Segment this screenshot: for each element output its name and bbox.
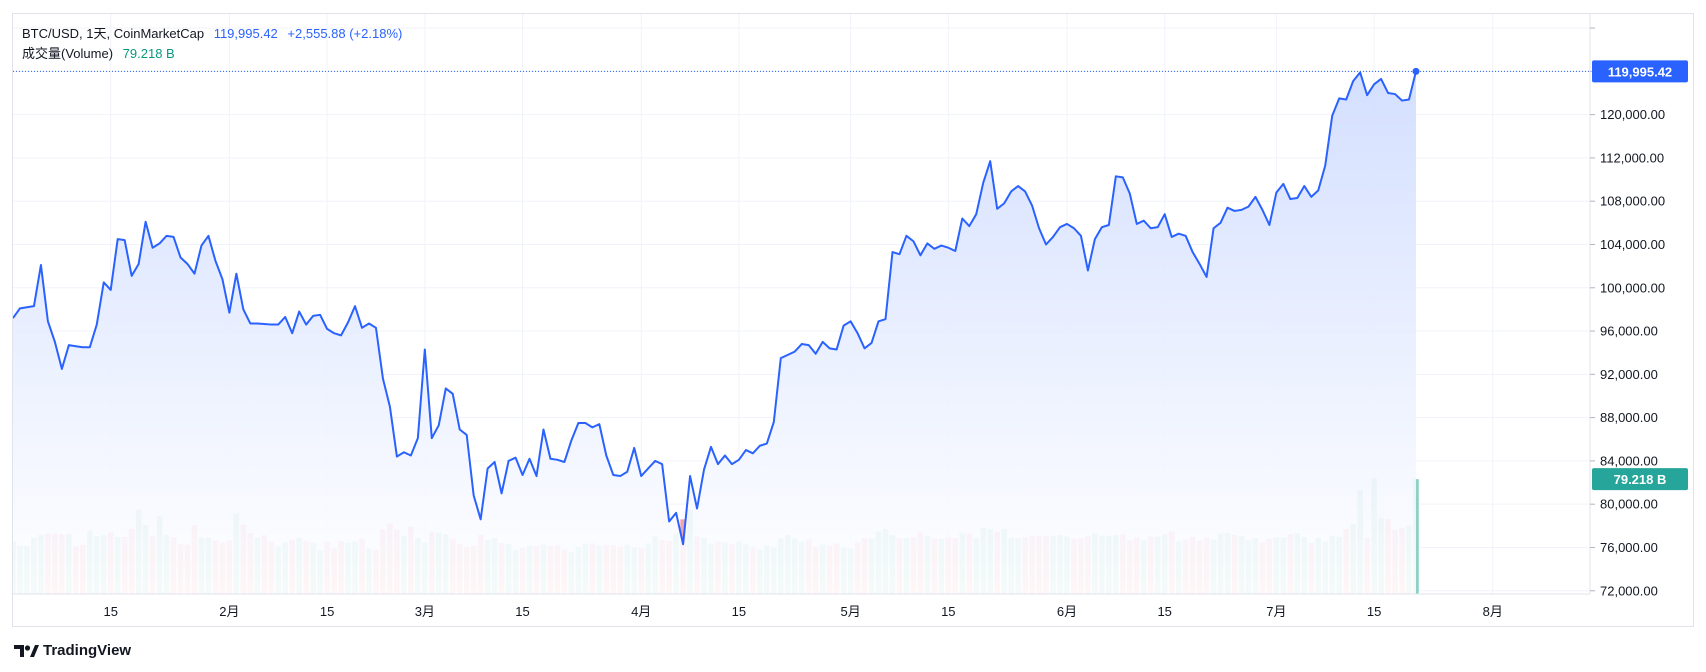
y-tick-label: 120,000.00 — [1600, 107, 1665, 122]
x-tick-label: 4月 — [631, 604, 651, 619]
volume-tag-text: 79.218 B — [1614, 472, 1667, 487]
y-axis[interactable]: 72,000.00 76,000.00 80,000.00 84,000.00 88,0… — [1589, 14, 1665, 598]
x-tick-label: 7月 — [1266, 604, 1286, 619]
last-price-dot — [1412, 67, 1420, 75]
price-change: +2,555.88 (+2.18%) — [287, 26, 403, 41]
legend-price-row: BTC/USD, 1天, CoinMarketCap 119,995.42 +2… — [22, 24, 402, 44]
x-tick-label: 15 — [941, 604, 955, 619]
x-tick-label: 15 — [1157, 604, 1171, 619]
volume-label[interactable]: 成交量(Volume) — [22, 46, 114, 61]
x-tick-label: 3月 — [415, 604, 435, 619]
price-tag: 119,995.42 — [1592, 60, 1688, 83]
volume-tag-bg — [1592, 468, 1688, 491]
symbol-label[interactable]: BTC/USD, 1天, CoinMarketCap — [22, 26, 205, 41]
y-tick-label: 112,000.00 — [1600, 150, 1664, 165]
x-tick-label: 2月 — [219, 604, 239, 619]
x-tick-label: 15 — [515, 604, 529, 619]
tradingview-brand[interactable]: TradingView — [13, 642, 131, 659]
chart-frame — [12, 13, 1694, 627]
legend-volume-row: 成交量(Volume) 79.218 B — [22, 44, 402, 64]
last-price: 119,995.42 — [213, 26, 278, 41]
y-tick-label: 80,000.00 — [1600, 497, 1658, 512]
price-area-fill — [13, 71, 1416, 594]
x-tick-label: 15 — [1367, 604, 1381, 619]
y-tick-label: 88,000.00 — [1600, 410, 1658, 425]
price-line — [13, 71, 1417, 546]
x-tick-label: 15 — [103, 604, 117, 619]
y-tick-label: 108,000.00 — [1600, 194, 1665, 209]
x-tick-label: 8月 — [1483, 604, 1503, 619]
y-tick-label: 84,000.00 — [1600, 453, 1658, 468]
price-tag-text: 119,995.42 — [1608, 64, 1672, 79]
price-area — [13, 67, 1420, 594]
y-tick-label: 104,000.00 — [1600, 237, 1665, 252]
x-tick-label: 6月 — [1057, 604, 1077, 619]
y-tick-label: 72,000.00 — [1600, 583, 1658, 598]
brand-name: TradingView — [43, 642, 132, 659]
price-tag-bg — [1592, 60, 1688, 83]
x-tick-label: 5月 — [840, 604, 860, 619]
volume-value: 79.218 B — [122, 46, 175, 61]
tradingview-logo-icon — [14, 644, 39, 657]
y-tick-label: 92,000.00 — [1600, 367, 1658, 382]
y-tick-label: 100,000.00 — [1600, 280, 1665, 295]
chart-legend: BTC/USD, 1天, CoinMarketCap 119,995.42 +2… — [22, 24, 402, 64]
y-tick-label: 76,000.00 — [1600, 540, 1658, 555]
axis-tags: 119,995.42 79.218 B — [1592, 60, 1688, 491]
x-axis[interactable]: 15 2月 15 3月 15 4月 15 5月 15 6月 15 7月 15 8月 — [13, 593, 1590, 619]
y-tick-label: 96,000.00 — [1600, 324, 1658, 339]
volume-tag: 79.218 B — [1592, 468, 1688, 491]
x-tick-label: 15 — [732, 604, 746, 619]
x-tick-label: 15 — [320, 604, 334, 619]
